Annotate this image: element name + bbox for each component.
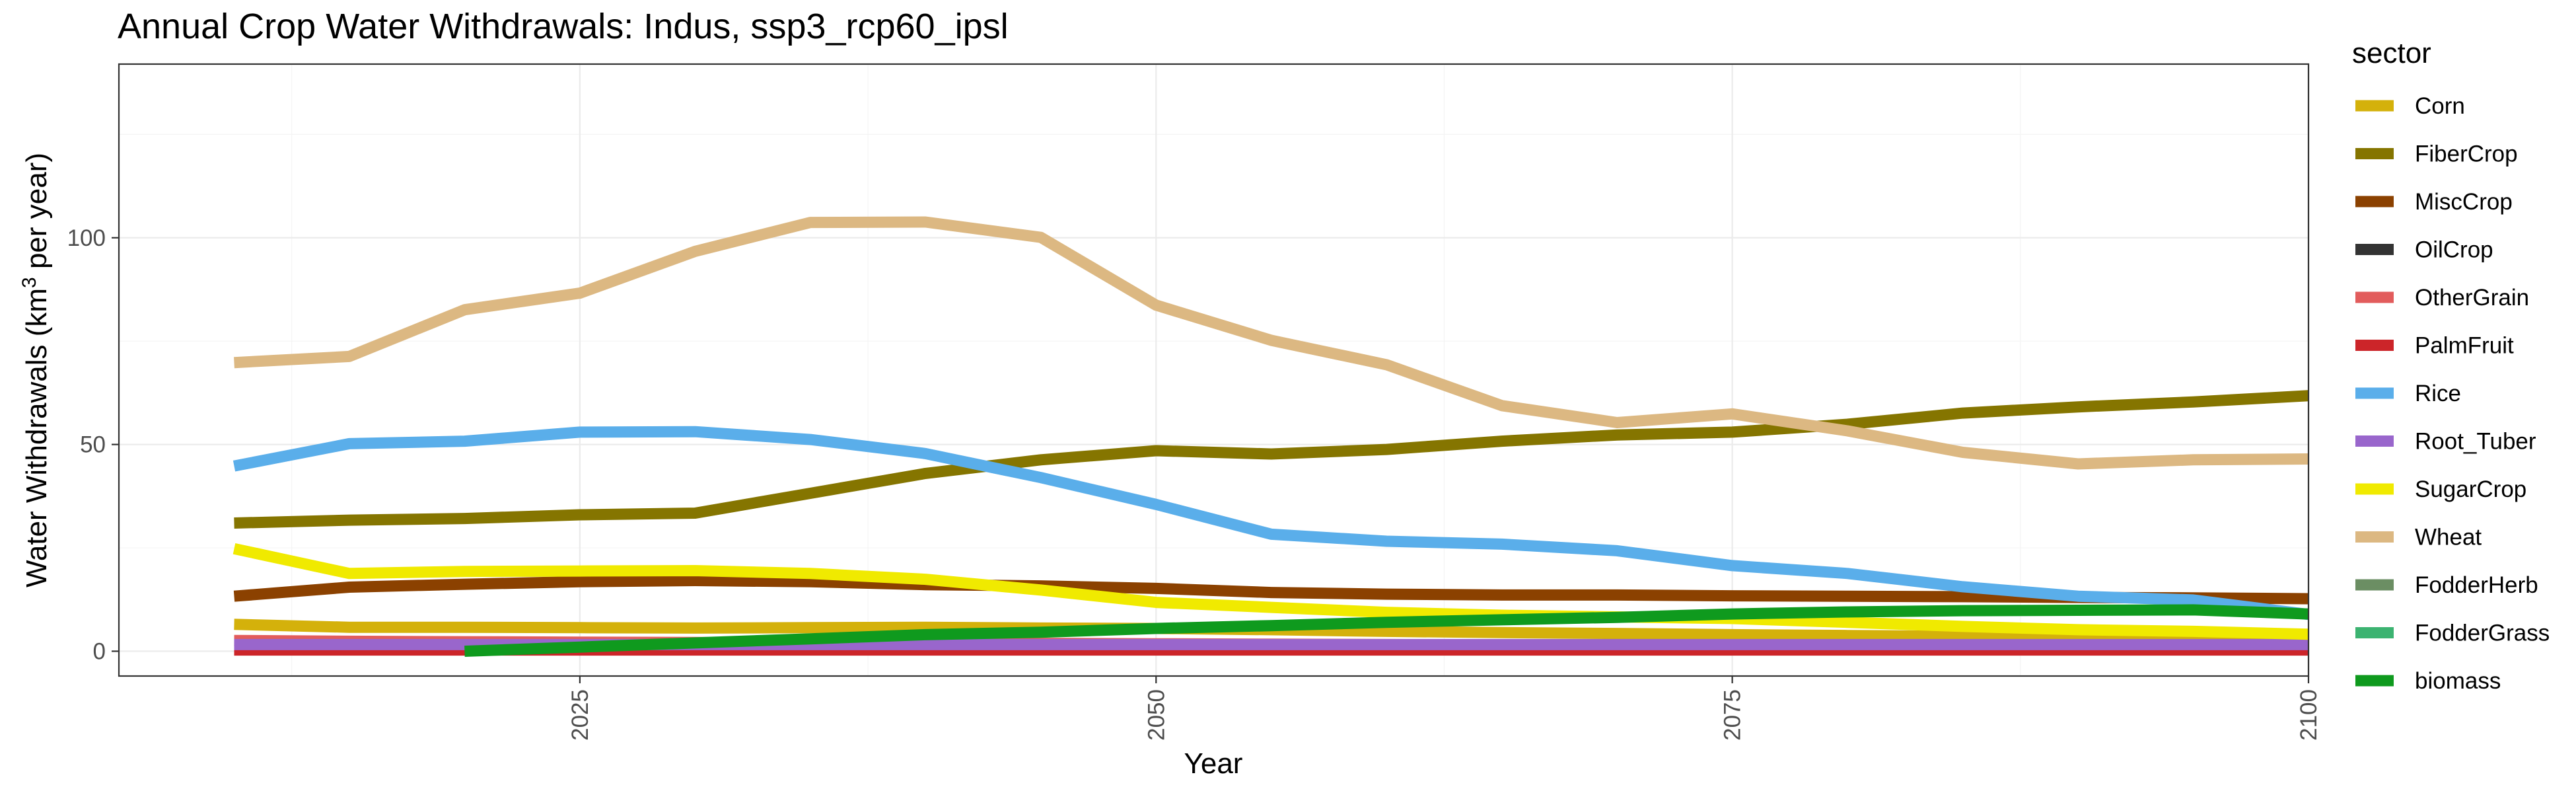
x-tick-label: 2025 (567, 689, 593, 741)
y-tick-label: 100 (67, 225, 106, 251)
legend-label-fodderherb: FodderHerb (2415, 572, 2538, 598)
legend-label-corn: Corn (2415, 93, 2465, 119)
x-tick-label: 2050 (1143, 689, 1169, 741)
legend-label-wheat: Wheat (2415, 525, 2482, 550)
legend-label-rice: Rice (2415, 381, 2461, 406)
y-tick-label: 50 (80, 432, 106, 458)
legend-title: sector (2352, 37, 2431, 69)
legend-label-root-tuber: Root_Tuber (2415, 429, 2536, 455)
series-lines (233, 216, 2310, 657)
legend-label-biomass: biomass (2415, 668, 2501, 694)
chart-title: Annual Crop Water Withdrawals: Indus, ss… (118, 7, 1009, 46)
series-line-misccrop (233, 575, 2309, 605)
legend-label-sugarcrop: SugarCrop (2415, 476, 2526, 502)
series-line-biomass (464, 604, 2309, 657)
x-axis: 2025 2050 2075 2100 (567, 676, 2322, 741)
x-tick-label: 2075 (1720, 689, 1746, 741)
legend-label-othergrain: OtherGrain (2415, 285, 2529, 311)
series-line-wheat (234, 216, 2309, 470)
y-tick-label: 0 (93, 638, 106, 664)
legend-label-foddergrass: FodderGrass (2415, 621, 2550, 646)
legend-label-fibercrop: FiberCrop (2415, 141, 2518, 167)
legend-label-palmfruit: PalmFruit (2415, 333, 2514, 359)
series-line-rice (233, 426, 2310, 621)
y-axis: 0 50 100 (67, 225, 119, 664)
plot-panel-border (118, 63, 2310, 677)
legend-label-oilcrop: OilCrop (2415, 237, 2493, 263)
legend: sector Corn FiberCrop MiscCrop OilCrop Other… (2352, 37, 2550, 694)
series-line-fibercrop (234, 390, 2309, 529)
x-tick-label: 2100 (2296, 689, 2322, 741)
legend-label-misccrop: MiscCrop (2415, 189, 2513, 215)
series-line-sugarcrop (233, 543, 2309, 640)
minor-gridlines (119, 64, 2308, 676)
x-axis-title: Year (1184, 747, 1243, 780)
y-axis-title: Water Withdrawals (km3 per year) (18, 153, 53, 587)
